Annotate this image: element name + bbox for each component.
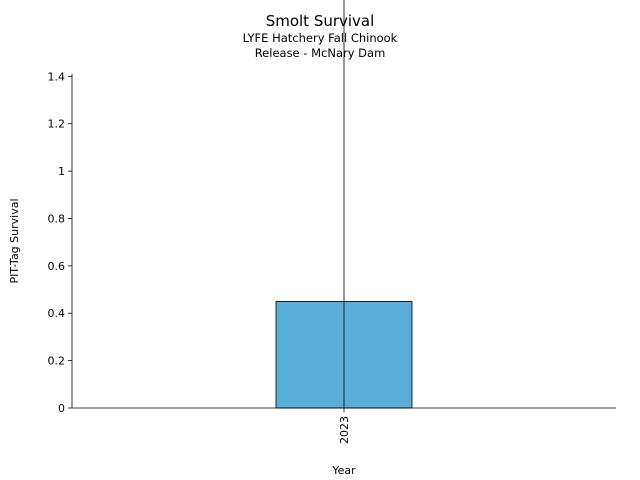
y-tick-label: 0.4 (48, 307, 66, 320)
y-tick-label: 0.8 (48, 212, 66, 225)
chart-subtitle-line-2: Release - McNary Dam (254, 46, 386, 60)
y-tick-label: 0.2 (48, 355, 66, 368)
y-tick-label: 0 (58, 402, 65, 415)
y-tick-label: 1.4 (48, 70, 66, 83)
y-tick-label: 1.2 (48, 118, 66, 131)
y-axis-label: PIT-Tag Survival (8, 198, 21, 283)
chart-title: Smolt Survival (265, 12, 375, 30)
y-tick-label: 0.6 (48, 260, 66, 273)
y-tick-label: 1 (58, 165, 65, 178)
x-axis-label: Year (331, 464, 356, 477)
plot-area: 2023 0 0.2 0.4 0.6 0.8 1 1.2 1.4 (48, 0, 616, 444)
chart-subtitle-line-1: LYFE Hatchery Fall Chinook (242, 31, 398, 45)
x-tick-label-2023: 2023 (338, 416, 351, 444)
